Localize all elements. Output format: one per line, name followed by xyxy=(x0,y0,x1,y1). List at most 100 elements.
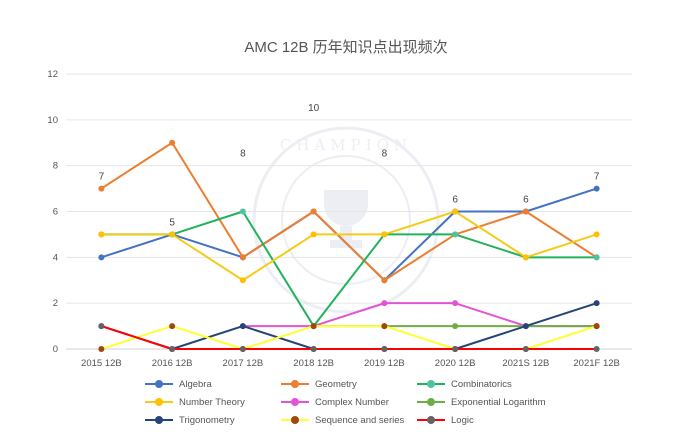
series-line xyxy=(242,302,597,328)
x-tick-label: 2020 12B xyxy=(435,358,476,369)
y-tick-label: 8 xyxy=(53,161,58,172)
data-point xyxy=(98,185,105,192)
data-point xyxy=(593,185,600,192)
data-point xyxy=(593,254,600,261)
y-tick-label: 6 xyxy=(53,207,58,218)
data-point xyxy=(310,208,317,215)
series-line xyxy=(101,210,597,282)
series-complex-number xyxy=(239,300,600,330)
data-labels: 7 5 8 10 8 6 6 7 xyxy=(99,103,600,229)
y-axis-ticks: 0 2 4 6 8 10 12 xyxy=(47,69,58,355)
legend-swatch xyxy=(145,415,173,425)
data-label: 6 xyxy=(523,195,529,206)
series-logic xyxy=(98,323,600,352)
y-tick-label: 0 xyxy=(53,344,58,355)
data-point xyxy=(381,323,388,330)
data-label: 7 xyxy=(99,172,105,183)
data-point xyxy=(452,208,459,215)
data-point xyxy=(239,323,246,330)
data-point xyxy=(452,346,459,352)
legend-item: Number Theory xyxy=(145,394,245,410)
chart-title: AMC 12B 历年知识点出现频次 xyxy=(244,39,447,56)
watermark-trophy xyxy=(324,190,368,248)
legend-label: Sequence and series xyxy=(315,414,405,426)
legend-label: Complex Number xyxy=(315,396,389,408)
data-point xyxy=(381,277,388,284)
watermark-logo: CHAMPION xyxy=(252,126,440,314)
data-point xyxy=(381,300,388,307)
data-point xyxy=(239,254,246,261)
legend-swatch xyxy=(281,397,309,407)
x-tick-label: 2017 12B xyxy=(223,358,264,369)
legend-item: Geometry xyxy=(281,376,357,392)
legend-label: Algebra xyxy=(179,378,212,390)
data-point xyxy=(522,323,529,330)
legend-swatch xyxy=(417,415,445,425)
data-point xyxy=(310,346,317,352)
data-point xyxy=(452,323,459,330)
y-tick-label: 10 xyxy=(47,115,58,126)
data-point xyxy=(310,323,317,330)
legend-item: Trigonometry xyxy=(145,412,235,428)
legend-item: Sequence and series xyxy=(281,412,404,428)
data-point xyxy=(239,208,246,215)
x-tick-label: 2018 12B xyxy=(293,358,334,369)
data-label: 8 xyxy=(382,149,388,160)
x-axis-ticks: 2015 12B 2016 12B 2017 12B 2018 12B 2019 12B… xyxy=(81,358,620,369)
data-label: 5 xyxy=(169,217,175,228)
data-point xyxy=(593,346,600,352)
legend-label: Combinatorics xyxy=(451,378,512,390)
series-line xyxy=(100,141,598,282)
data-point xyxy=(98,231,105,238)
data-point xyxy=(522,254,529,261)
data-point xyxy=(522,346,529,352)
legend-label: Trigonometry xyxy=(179,414,235,426)
legend-label: Exponential Logarithm xyxy=(451,396,546,408)
x-tick-label: 2019 12B xyxy=(364,358,405,369)
legend-item: Combinatorics xyxy=(417,376,512,392)
legend-swatch xyxy=(417,379,445,389)
data-point xyxy=(239,277,246,284)
data-point xyxy=(452,300,459,307)
x-tick-label: 2021F 12B xyxy=(573,358,619,369)
legend-label: Number Theory xyxy=(179,396,245,408)
data-point xyxy=(593,323,600,330)
data-point xyxy=(239,346,246,352)
data-point xyxy=(98,323,105,330)
data-point xyxy=(98,346,105,352)
legend-swatch xyxy=(145,397,173,407)
data-point xyxy=(169,139,176,146)
y-tick-label: 4 xyxy=(53,252,58,263)
series-number-theory xyxy=(98,208,600,284)
legend-item: Logic xyxy=(417,412,474,428)
series-line xyxy=(101,325,597,350)
legend-item: Exponential Logarithm xyxy=(417,394,546,410)
watermark-text: CHAMPION xyxy=(280,136,412,154)
data-point xyxy=(169,346,176,352)
legend-swatch xyxy=(281,415,309,425)
data-point xyxy=(593,231,600,238)
data-point xyxy=(381,231,388,238)
y-tick-label: 2 xyxy=(53,298,58,309)
watermark-ring xyxy=(252,126,440,314)
data-point xyxy=(522,208,529,215)
gridlines xyxy=(66,73,632,350)
x-tick-label: 2016 12B xyxy=(152,358,193,369)
data-point xyxy=(169,323,176,330)
x-tick-label: 2021S 12B xyxy=(502,358,549,369)
data-point xyxy=(310,231,317,238)
legend-swatch xyxy=(145,379,173,389)
legend-swatch xyxy=(281,379,309,389)
data-point xyxy=(98,254,105,261)
legend-swatch xyxy=(417,397,445,407)
data-label: 6 xyxy=(452,195,458,206)
data-point xyxy=(381,346,388,352)
y-tick-label: 12 xyxy=(47,69,58,80)
data-point xyxy=(593,300,600,307)
data-label: 7 xyxy=(594,172,600,183)
series-lines xyxy=(98,139,600,352)
data-label: 8 xyxy=(240,149,246,160)
legend-item: Complex Number xyxy=(281,394,389,410)
data-label: 10 xyxy=(308,103,320,114)
